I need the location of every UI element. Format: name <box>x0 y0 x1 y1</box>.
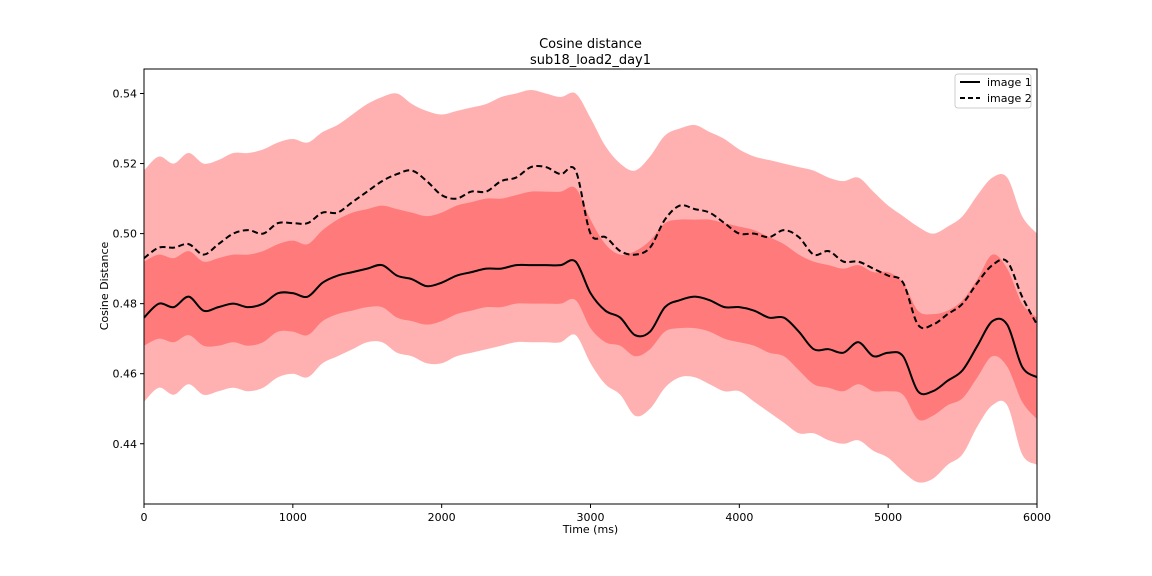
series-line-image-1 <box>143 259 1038 396</box>
y-tick-label: 0.46 <box>113 368 138 381</box>
legend: image 1 image 2 <box>954 73 1032 109</box>
series-lines <box>143 164 1038 396</box>
legend-label-image-2: image 2 <box>987 92 1032 105</box>
y-axis: 0.44 0.46 0.48 0.50 0.52 0.54 <box>113 88 144 451</box>
x-axis-label: Time (ms) <box>562 523 618 536</box>
y-tick-label: 0.54 <box>113 88 138 101</box>
chart-subtitle: sub18_load2_day1 <box>530 53 651 68</box>
legend-label-image-1: image 1 <box>987 76 1032 89</box>
x-tick-label: 4000 <box>725 511 753 524</box>
x-tick-label: 0 <box>141 511 148 524</box>
confidence-bands <box>144 90 1037 483</box>
x-axis: 0 1000 2000 3000 4000 5000 6000 <box>141 504 1051 524</box>
x-tick-label: 3000 <box>577 511 605 524</box>
x-tick-label: 2000 <box>428 511 456 524</box>
x-tick-label: 5000 <box>874 511 902 524</box>
inner-confidence-band <box>144 186 1037 421</box>
x-tick-label: 1000 <box>279 511 307 524</box>
y-tick-label: 0.52 <box>113 158 138 171</box>
y-tick-label: 0.44 <box>113 438 138 451</box>
chart-title: Cosine distance <box>539 37 642 52</box>
series-line-image-2 <box>143 164 1038 330</box>
y-tick-label: 0.50 <box>113 228 138 241</box>
x-tick-label: 6000 <box>1023 511 1051 524</box>
y-tick-label: 0.48 <box>113 298 138 311</box>
y-axis-label: Cosine Distance <box>98 242 111 331</box>
